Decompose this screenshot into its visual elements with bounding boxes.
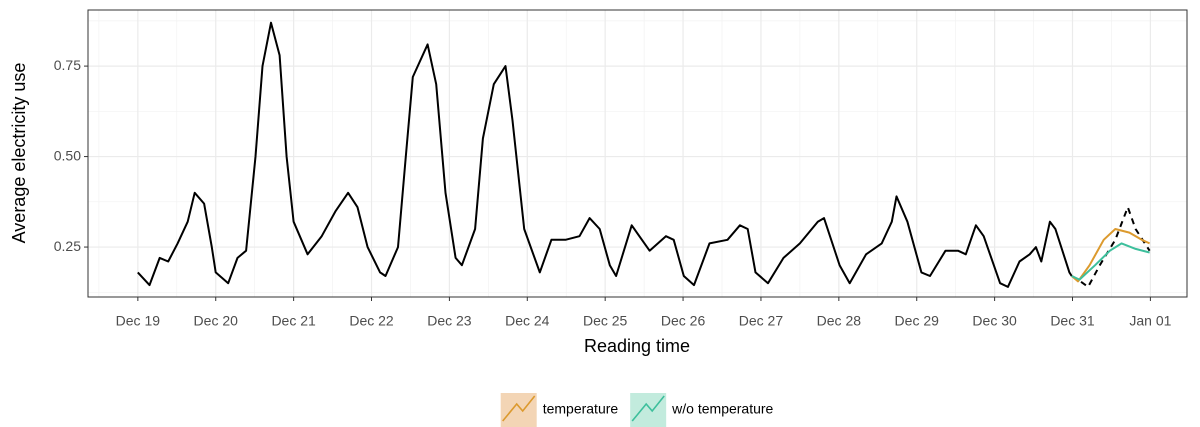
x-axis-title: Reading time [584, 336, 690, 356]
legend-key-line [631, 395, 665, 422]
x-tick-label: Dec 27 [739, 313, 784, 329]
x-tick-label: Dec 19 [116, 313, 161, 329]
y-tick-label: 0.50 [54, 147, 81, 163]
plot-background [88, 10, 1187, 297]
series-line [137, 21, 1073, 288]
x-tick-label: Dec 30 [972, 313, 1017, 329]
x-tick-label: Dec 23 [427, 313, 472, 329]
x-tick-label: Dec 25 [583, 313, 628, 329]
x-tick-label: Dec 21 [271, 313, 316, 329]
legend-key [630, 393, 667, 427]
y-tick-label: 0.75 [54, 57, 81, 73]
y-axis-title: Average electricity use [9, 63, 29, 244]
plot-border [87, 9, 1188, 298]
x-tick-label: Dec 20 [194, 313, 239, 329]
x-tick-label: Dec 24 [505, 313, 550, 329]
legend-key-line [502, 395, 536, 422]
x-tick-label: Dec 31 [1050, 313, 1095, 329]
series-line [1071, 242, 1150, 281]
x-tick-label: Dec 29 [895, 313, 940, 329]
legend-key [500, 393, 537, 427]
legend-label: temperature [543, 401, 619, 417]
legend: temperature w/o temperature [500, 393, 774, 427]
x-tick-label: Dec 26 [661, 313, 706, 329]
legend-label: w/o temperature [671, 401, 773, 417]
x-tick-label: Dec 22 [349, 313, 394, 329]
y-tick-label: 0.25 [54, 238, 81, 254]
x-tick-label: Dec 28 [817, 313, 862, 329]
x-tick-label: Jan 01 [1129, 313, 1171, 329]
